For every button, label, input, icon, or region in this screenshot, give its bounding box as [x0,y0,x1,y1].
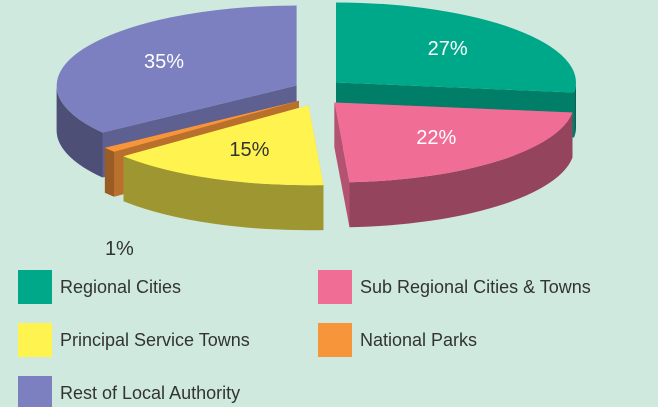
slice-wall [123,156,324,231]
legend-swatch [18,323,52,357]
slice-wall [56,85,103,178]
legend-swatch [18,270,52,304]
slice [56,5,297,133]
data-label: 1% [105,238,134,260]
slice [104,100,300,152]
slice-wall [349,112,573,228]
slice [123,105,324,186]
slice [336,2,576,93]
slice-side [334,102,350,228]
legend-swatch [318,270,352,304]
data-label: 15% [229,139,269,161]
legend-label: Principal Service Towns [60,330,250,350]
slice-wall [104,147,115,197]
legend-label: Rest of Local Authority [60,383,240,403]
legend-label: National Parks [360,330,477,350]
data-label: 22% [416,127,456,149]
slice-wall [574,82,576,138]
legend-label: Sub Regional Cities & Towns [360,277,591,297]
data-label: 35% [144,51,184,73]
legend-swatch [18,376,52,407]
legend-swatch [318,323,352,357]
legend-label: Regional Cities [60,277,181,297]
data-label: 27% [428,38,468,60]
slice [334,102,573,183]
